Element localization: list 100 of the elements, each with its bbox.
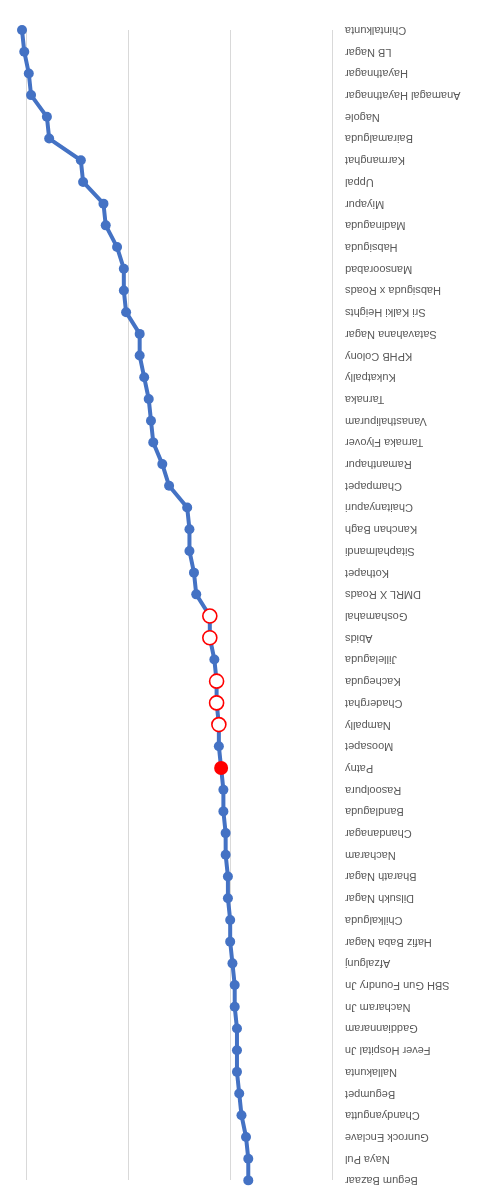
y-tick-label: Chandyangutta (344, 1110, 420, 1123)
point (220, 828, 231, 839)
y-tick-label: Vanasthalipuram (345, 415, 427, 428)
point (143, 394, 154, 404)
point (139, 372, 150, 383)
y-tick-label: Uppal (345, 176, 374, 189)
y-tick-label: Begum Bazaar (344, 1175, 418, 1188)
point (112, 242, 123, 253)
y-tick-label: Ramanthapur (344, 459, 412, 472)
y-tick-label: Habsiguda (344, 242, 398, 255)
y-tick-label: Miyapur (344, 198, 385, 211)
y-tick-label: Moosapet (345, 741, 394, 754)
point (148, 437, 159, 448)
y-tick-label: Kukatpally (344, 372, 396, 385)
point (209, 654, 220, 665)
point (75, 155, 86, 166)
y-tick-label: Patny (344, 762, 374, 775)
point (220, 849, 231, 860)
y-tick-label: Nagole (345, 111, 380, 124)
y-tick-label: Begumpet (345, 1088, 396, 1101)
point (118, 263, 129, 274)
y-tick-label: Chintalkunta (344, 24, 407, 37)
point (218, 784, 229, 795)
point (229, 980, 240, 991)
point (236, 1110, 247, 1121)
y-tick-label: Madinaguda (344, 220, 406, 233)
point (134, 350, 145, 361)
y-tick-label: Bairamalguda (344, 133, 413, 146)
y-tick-label: Sri Kalki Heights (344, 307, 426, 320)
point (213, 741, 224, 752)
y-tick-label: Rasoolpura (344, 784, 402, 797)
point (182, 502, 193, 513)
point (118, 285, 129, 296)
point (26, 90, 37, 101)
y-tick-label: Hayathnagar (344, 68, 408, 81)
y-tick-label: Jillelaguda (344, 654, 397, 667)
y-tick-label: Chandanagar (344, 828, 412, 841)
y-tick-label: Dilsukh Nagar (344, 893, 415, 906)
y-tick-label: Bandlaguda (344, 806, 404, 819)
y-tick-label: SBH Gun Foundry Jn (345, 980, 450, 993)
y-tick-label: Tarnaka (344, 393, 385, 406)
point (98, 198, 109, 209)
point (222, 893, 233, 904)
point (243, 1175, 254, 1186)
point (222, 871, 233, 882)
point (234, 1088, 245, 1099)
point (231, 1023, 242, 1034)
y-tick-label: Bharath Nagar (344, 871, 417, 884)
y-tick-label: Karmanghat (345, 155, 405, 168)
point (44, 133, 55, 144)
point (78, 176, 89, 187)
point (225, 936, 236, 947)
point (225, 914, 236, 925)
y-tick-label: Tarnaka Flyover (344, 437, 424, 450)
y-tick-label: Naya Pul (345, 1153, 390, 1166)
point (100, 220, 111, 231)
y-tick-label: Gunrock Enclave (345, 1131, 429, 1144)
point (241, 1131, 252, 1142)
point (23, 68, 34, 79)
point (243, 1153, 254, 1164)
point (41, 111, 52, 122)
y-tick-label: DMRL X Roads (344, 589, 422, 602)
y-tick-label: Chaitanyapuri (345, 502, 413, 515)
point (184, 545, 195, 556)
point (134, 328, 145, 339)
y-tick-label: Goshamahal (345, 611, 408, 624)
y-tick-label: Anamagal Hayathnagar (344, 90, 461, 103)
y-tick-label: Gaddiannaram (345, 1023, 418, 1036)
y-tick-label: Satavahana Nagar (344, 328, 437, 341)
y-tick-label: Kacheguda (344, 676, 401, 689)
y-tick-label: Hafiz Baba Nagar (344, 936, 432, 949)
y-tick-label: Chaderghat (345, 697, 403, 710)
point (231, 1045, 242, 1056)
y-tick-label: Abids (344, 632, 373, 645)
y-tick-label: KPHB Colony (344, 350, 413, 363)
y-tick-label: LB Nagar (344, 46, 392, 59)
y-tick-label: Champapet (345, 480, 402, 493)
point (218, 806, 229, 817)
y-tick-label: Chilkalguda (344, 914, 403, 927)
point (184, 524, 195, 535)
point (145, 415, 156, 426)
y-tick-label: Kothapet (345, 567, 390, 580)
y-tick-label: Afzalgunj (345, 958, 391, 971)
y-tick-label: Habsiguda x Roads (344, 285, 442, 298)
y-tick-label: Nallakunta (344, 1066, 397, 1079)
point (191, 589, 202, 600)
point (188, 567, 199, 578)
y-tick-label: Kanchan Bagh (345, 524, 418, 537)
y-tick-label: Nampally (344, 719, 391, 732)
y-tick-label: Nacharam Jn (345, 1001, 411, 1014)
y-tick-label: Sitaphalmandi (345, 545, 415, 558)
point (229, 1001, 240, 1012)
point (19, 46, 30, 57)
point (121, 307, 132, 318)
point (231, 1066, 242, 1077)
point (17, 25, 28, 35)
y-tick-label: Nacharam (345, 849, 396, 862)
point (164, 480, 175, 491)
y-tick-label: Fever Hospital Jn (345, 1045, 431, 1058)
y-tick-label: Mansoorabad (345, 263, 413, 276)
